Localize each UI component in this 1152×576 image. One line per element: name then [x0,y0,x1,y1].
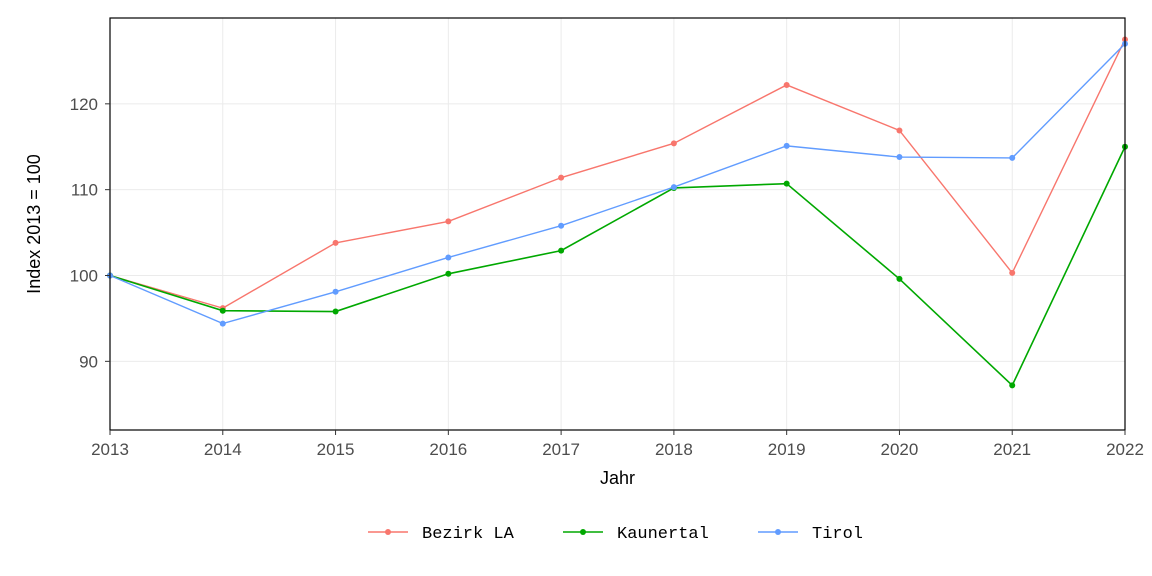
y-tick-label: 110 [71,181,98,200]
legend-label: Bezirk LA [422,525,515,544]
y-tick-label: 90 [79,352,98,371]
series-point [1009,382,1015,388]
x-axis-title: Jahr [600,468,635,488]
series-point [896,127,902,133]
series-point [333,309,339,315]
series-point [784,82,790,88]
series-point [333,289,339,295]
series-point [671,140,677,146]
x-tick-label: 2015 [317,440,355,459]
series-point [333,240,339,246]
legend-label: Kaunertal [617,525,709,544]
x-tick-label: 2014 [204,440,242,459]
series-point [1009,155,1015,161]
series-point [220,321,226,327]
series-point [220,308,226,314]
legend-marker [580,529,586,535]
series-point [896,276,902,282]
series-point [896,154,902,160]
y-axis-title: Index 2013 = 100 [24,154,44,294]
series-point [445,271,451,277]
legend-label: Tirol [812,525,863,544]
series-point [1009,270,1015,276]
x-tick-label: 2022 [1106,440,1144,459]
x-tick-label: 2013 [91,440,129,459]
series-point [784,181,790,187]
x-tick-label: 2021 [993,440,1031,459]
series-point [445,218,451,224]
series-point [558,248,564,254]
line-chart: 2013 2014 2015 2016 2017 2018 2019 2020 2021 2022… [0,0,1152,576]
series-point [671,184,677,190]
y-tick-label: 120 [70,95,98,114]
x-tick-label: 2017 [542,440,580,459]
y-tick-label: 100 [70,267,98,286]
chart-svg: 2013 2014 2015 2016 2017 2018 2019 2020 2021 2022… [0,0,1152,576]
series-point [558,175,564,181]
x-tick-label: 2019 [768,440,806,459]
series-point [445,254,451,260]
series-point [558,223,564,229]
legend-marker [385,529,391,535]
x-tick-label: 2020 [881,440,919,459]
x-tick-label: 2016 [429,440,467,459]
x-tick-label: 2018 [655,440,693,459]
series-point [784,143,790,149]
legend-marker [775,529,781,535]
